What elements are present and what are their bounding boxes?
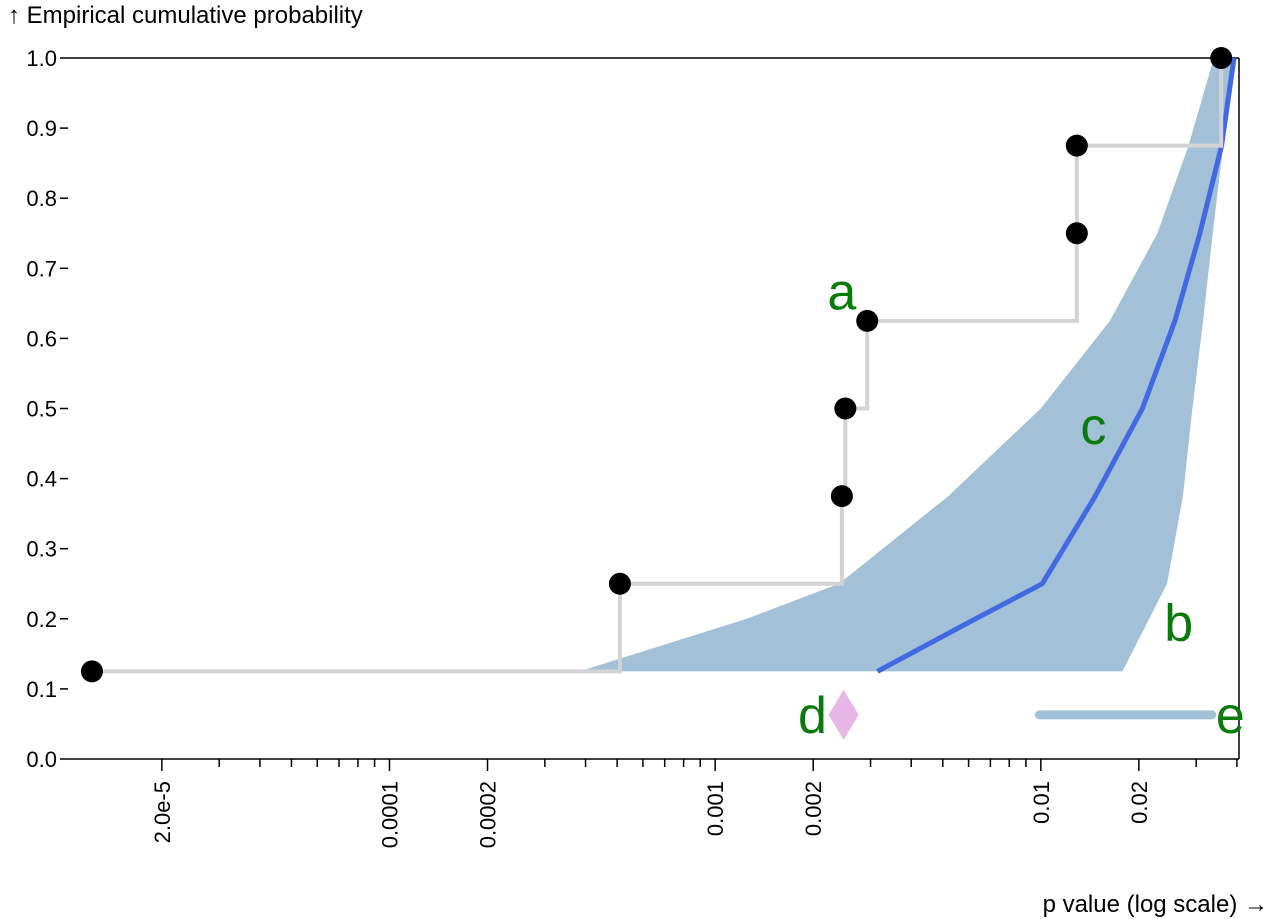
ecdf-point (1065, 134, 1088, 157)
y-tick-label: 0.2 (26, 607, 57, 632)
y-tick-label: 0.9 (26, 116, 57, 141)
x-tick-label: 0.0001 (378, 781, 403, 848)
y-tick-label: 0.4 (26, 467, 57, 492)
x-axis-title: p value (log scale) → (1043, 891, 1268, 918)
annotation-a: a (827, 263, 856, 321)
ecdf-point (856, 309, 879, 332)
y-axis-title: ↑ Empirical cumulative probability (8, 2, 363, 29)
ecdf-point (80, 660, 103, 683)
y-tick-label: 0.6 (26, 326, 57, 351)
y-tick-label: 0.3 (26, 537, 57, 562)
ecdf-point (1210, 47, 1233, 69)
y-tick-label: 0.0 (26, 747, 57, 772)
ecdf-point (830, 485, 853, 508)
annotation-b: b (1164, 594, 1193, 652)
x-tick-label: 2.0e-5 (150, 781, 175, 843)
y-tick-label: 0.1 (26, 677, 57, 702)
x-tick-label: 0.0002 (476, 781, 501, 848)
annotation-d: d (798, 687, 827, 745)
x-tick-label: 0.02 (1127, 781, 1152, 824)
plot-area: 0.0 0.1 0.2 0.3 0.4 0.5 0.6 0.7 0.8 0.9 1.0 2.0e-5 0… (26, 46, 1244, 848)
x-tick-label: 0.002 (801, 781, 826, 836)
diamond-marker (828, 689, 859, 740)
ecdf-point (1065, 222, 1088, 245)
x-tick-label: 0.001 (703, 781, 728, 836)
y-tick-label: 0.5 (26, 397, 57, 422)
annotation-c: c (1080, 398, 1106, 456)
annotation-e: e (1216, 687, 1245, 745)
y-tick-label: 0.7 (26, 256, 57, 281)
y-tick-label: 0.8 (26, 186, 57, 211)
ecdf-point (608, 572, 631, 595)
x-tick-label: 0.01 (1029, 781, 1054, 824)
y-tick-label: 1.0 (26, 46, 57, 71)
confidence-band (579, 58, 1236, 672)
expected-line (876, 57, 1237, 674)
ecdf-point (834, 397, 857, 420)
